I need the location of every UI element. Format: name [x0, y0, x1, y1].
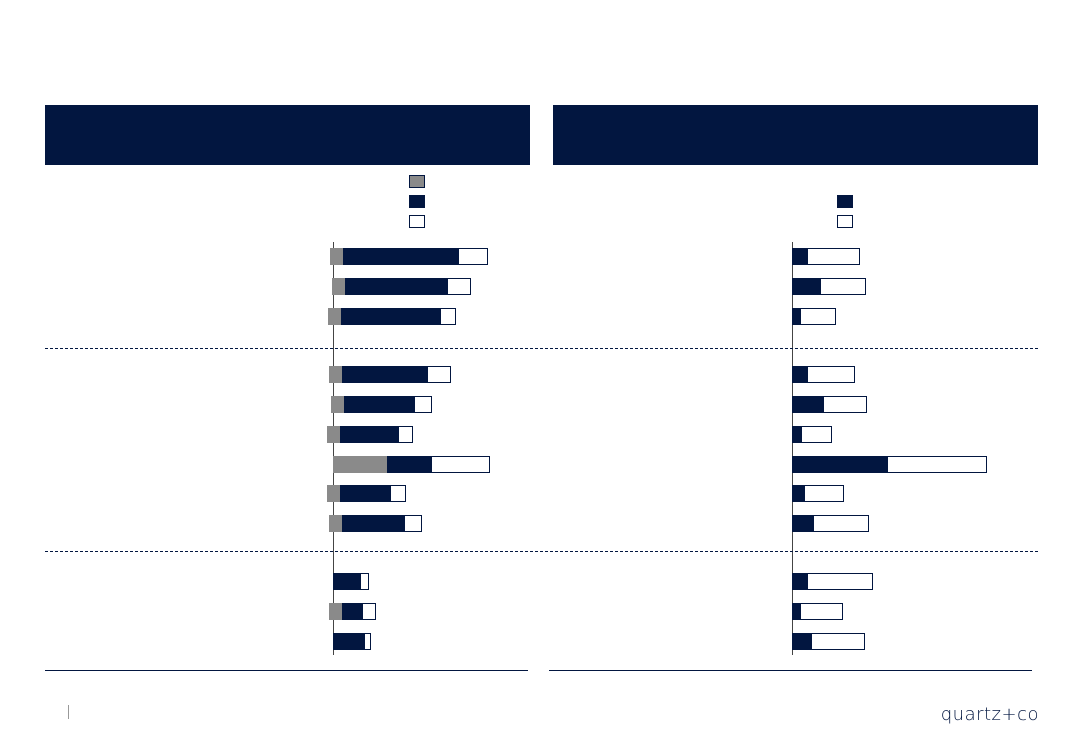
legend-swatch-3: [409, 215, 425, 228]
legend-swatch-2: [837, 215, 853, 228]
bar-series2-row6: [333, 426, 399, 443]
y-axis-line: [792, 242, 793, 655]
right-bottom-rule: [549, 670, 1032, 671]
bar-series1-row12: [792, 633, 812, 650]
bar-series1-row3: [792, 308, 801, 325]
left-panel-header: [45, 105, 530, 165]
right-panel-header: [553, 105, 1038, 165]
bar-series1-row6: [792, 426, 802, 443]
bar-series1-row2: [792, 278, 821, 295]
bar-series1-row11: [329, 603, 342, 620]
bar-series1-row3: [328, 308, 341, 325]
bar-series1-row2: [332, 278, 345, 295]
bar-series1-row1: [792, 248, 808, 265]
legend-swatch-1: [837, 195, 853, 208]
bar-series2-row9: [333, 515, 405, 532]
legend-swatch-1: [409, 175, 425, 188]
bar-series2-row12: [333, 633, 365, 650]
bar-series1-row7: [333, 456, 387, 473]
bar-series2-row1: [333, 248, 459, 265]
bar-series1-row9: [792, 515, 814, 532]
bar-series2-row8: [333, 485, 391, 502]
bar-series1-row8: [327, 485, 340, 502]
bar-series2-row4: [333, 366, 428, 383]
bar-series1-row6: [327, 426, 340, 443]
bar-series1-row9: [329, 515, 342, 532]
brand-logo: quartz+co: [940, 704, 1039, 725]
bar-series1-row4: [329, 366, 342, 383]
bar-series1-row11: [792, 603, 801, 620]
bar-series1-row5: [792, 396, 824, 413]
y-axis-line: [333, 242, 334, 655]
bar-series1-row7: [792, 456, 888, 473]
bar-series1-row1: [330, 248, 343, 265]
legend-swatch-2: [409, 195, 425, 208]
bar-series1-row4: [792, 366, 808, 383]
bar-series1-row5: [331, 396, 344, 413]
group-divider-1: [45, 348, 1038, 349]
bar-series2-row3: [333, 308, 441, 325]
left-bottom-rule: [45, 670, 528, 671]
bar-series1-row10: [792, 573, 808, 590]
bar-series1-row8: [792, 485, 805, 502]
group-divider-2: [45, 551, 1038, 552]
footer-divider: [68, 705, 69, 719]
bar-series2-row10: [333, 573, 361, 590]
bar-series2-row2: [333, 278, 448, 295]
bar-series2-row5: [333, 396, 415, 413]
